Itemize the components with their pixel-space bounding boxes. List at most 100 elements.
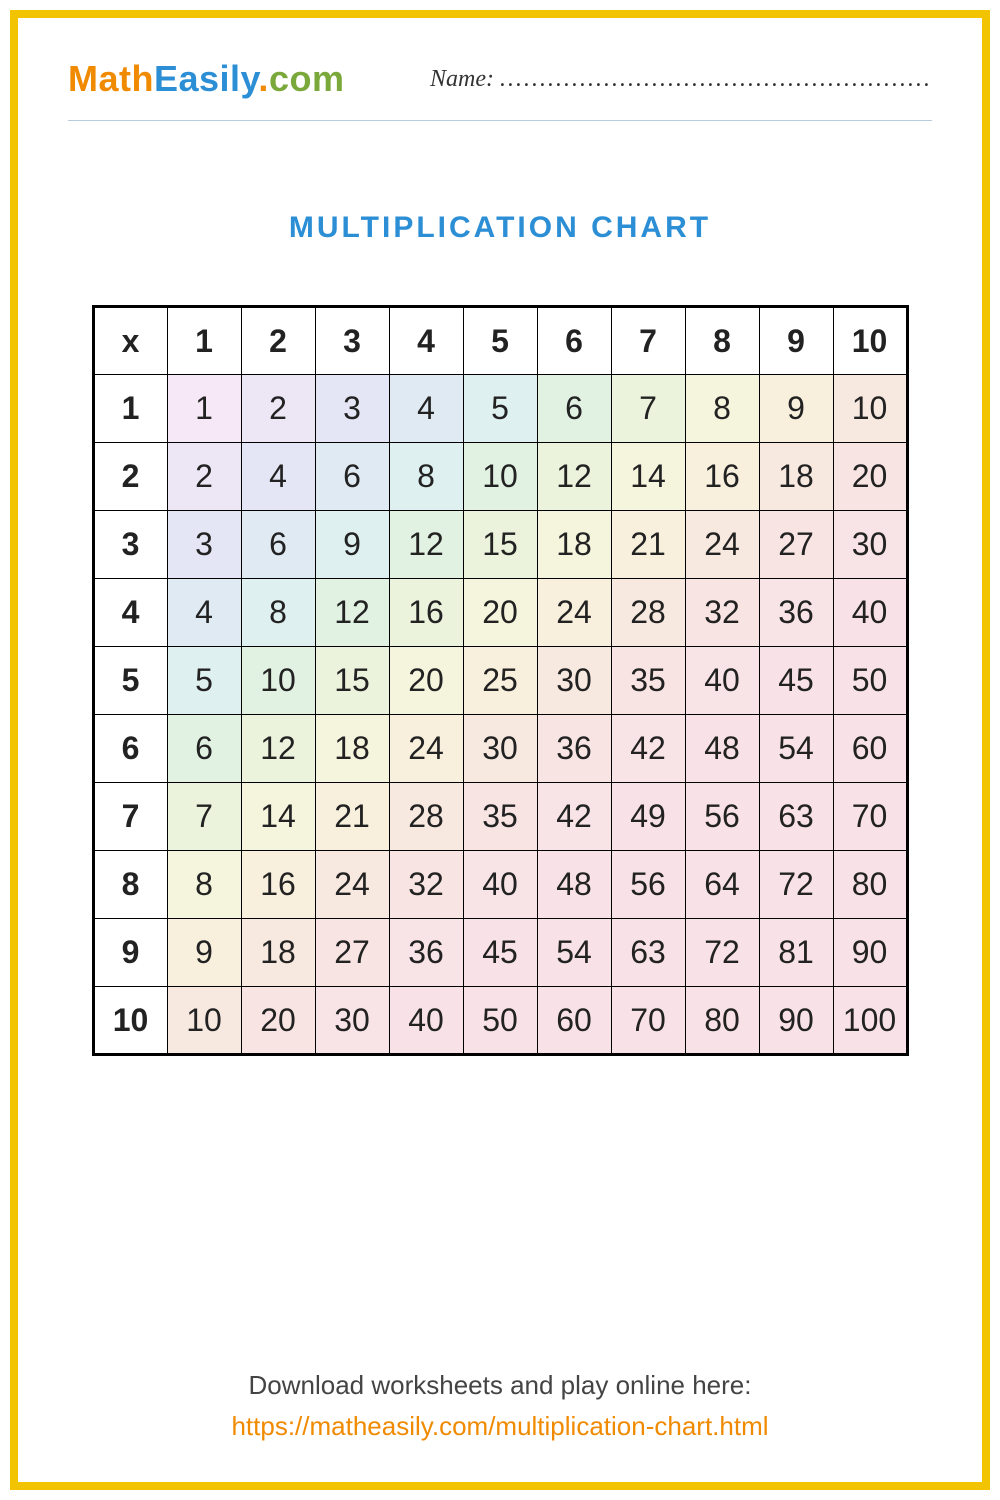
table-cell: 16 xyxy=(241,851,315,919)
multiplication-table: x123456789101123456789102246810121416182… xyxy=(92,305,909,1056)
col-header: 2 xyxy=(241,307,315,375)
table-cell: 12 xyxy=(241,715,315,783)
table-cell: 8 xyxy=(685,375,759,443)
footer-text: Download worksheets and play online here… xyxy=(68,1370,932,1401)
table-cell: 80 xyxy=(833,851,907,919)
table-cell: 25 xyxy=(463,647,537,715)
table-cell: 20 xyxy=(833,443,907,511)
table-cell: 21 xyxy=(315,783,389,851)
row-header: 5 xyxy=(93,647,167,715)
table-cell: 14 xyxy=(611,443,685,511)
name-field: Name: ..................................… xyxy=(430,66,932,93)
table-cell: 54 xyxy=(759,715,833,783)
table-cell: 64 xyxy=(685,851,759,919)
row-header: 8 xyxy=(93,851,167,919)
col-header: 5 xyxy=(463,307,537,375)
logo-dot: . xyxy=(258,58,269,99)
page-frame: MathEasily.com Name: ...................… xyxy=(10,10,990,1490)
table-cell: 42 xyxy=(537,783,611,851)
row-header: 4 xyxy=(93,579,167,647)
table-cell: 80 xyxy=(685,987,759,1055)
table-cell: 45 xyxy=(759,647,833,715)
name-dots: ........................................… xyxy=(500,66,932,92)
col-header: 1 xyxy=(167,307,241,375)
chart-title: MULTIPLICATION CHART xyxy=(68,211,932,245)
table-cell: 18 xyxy=(537,511,611,579)
table-cell: 27 xyxy=(759,511,833,579)
table-cell: 40 xyxy=(389,987,463,1055)
table-cell: 56 xyxy=(685,783,759,851)
table-cell: 30 xyxy=(463,715,537,783)
table-cell: 28 xyxy=(389,783,463,851)
table-cell: 16 xyxy=(685,443,759,511)
row-header: 10 xyxy=(93,987,167,1055)
table-cell: 12 xyxy=(315,579,389,647)
logo-part-com: com xyxy=(269,58,345,99)
table-cell: 42 xyxy=(611,715,685,783)
table-cell: 18 xyxy=(241,919,315,987)
table-cell: 6 xyxy=(167,715,241,783)
col-header: 3 xyxy=(315,307,389,375)
table-cell: 24 xyxy=(389,715,463,783)
table-cell: 36 xyxy=(537,715,611,783)
col-header: 4 xyxy=(389,307,463,375)
table-cell: 50 xyxy=(463,987,537,1055)
col-header: 10 xyxy=(833,307,907,375)
table-cell: 6 xyxy=(537,375,611,443)
col-header: 8 xyxy=(685,307,759,375)
table-cell: 63 xyxy=(611,919,685,987)
table-cell: 24 xyxy=(685,511,759,579)
table-cell: 27 xyxy=(315,919,389,987)
footer-link[interactable]: https://matheasily.com/multiplication-ch… xyxy=(68,1411,932,1442)
table-cell: 18 xyxy=(315,715,389,783)
table-cell: 72 xyxy=(685,919,759,987)
table-cell: 6 xyxy=(241,511,315,579)
table-cell: 48 xyxy=(685,715,759,783)
table-cell: 40 xyxy=(463,851,537,919)
table-cell: 45 xyxy=(463,919,537,987)
table-cell: 8 xyxy=(241,579,315,647)
table-cell: 8 xyxy=(389,443,463,511)
table-cell: 21 xyxy=(611,511,685,579)
table-cell: 70 xyxy=(611,987,685,1055)
row-header: 3 xyxy=(93,511,167,579)
table-cell: 35 xyxy=(463,783,537,851)
table-cell: 100 xyxy=(833,987,907,1055)
table-cell: 16 xyxy=(389,579,463,647)
table-cell: 6 xyxy=(315,443,389,511)
table-wrap: x123456789101123456789102246810121416182… xyxy=(68,305,932,1056)
table-cell: 10 xyxy=(463,443,537,511)
table-cell: 28 xyxy=(611,579,685,647)
row-header: 6 xyxy=(93,715,167,783)
table-cell: 7 xyxy=(167,783,241,851)
table-cell: 20 xyxy=(463,579,537,647)
footer: Download worksheets and play online here… xyxy=(68,1370,932,1452)
col-header: 9 xyxy=(759,307,833,375)
table-cell: 7 xyxy=(611,375,685,443)
table-cell: 10 xyxy=(241,647,315,715)
table-cell: 70 xyxy=(833,783,907,851)
site-logo: MathEasily.com xyxy=(68,58,344,100)
table-cell: 4 xyxy=(389,375,463,443)
table-cell: 24 xyxy=(315,851,389,919)
table-corner: x xyxy=(93,307,167,375)
table-cell: 40 xyxy=(833,579,907,647)
table-cell: 14 xyxy=(241,783,315,851)
table-cell: 24 xyxy=(537,579,611,647)
table-cell: 10 xyxy=(167,987,241,1055)
table-cell: 5 xyxy=(167,647,241,715)
table-cell: 20 xyxy=(389,647,463,715)
table-cell: 9 xyxy=(167,919,241,987)
row-header: 2 xyxy=(93,443,167,511)
table-cell: 60 xyxy=(537,987,611,1055)
table-cell: 81 xyxy=(759,919,833,987)
table-cell: 48 xyxy=(537,851,611,919)
table-cell: 36 xyxy=(759,579,833,647)
table-cell: 30 xyxy=(537,647,611,715)
table-cell: 5 xyxy=(463,375,537,443)
table-cell: 4 xyxy=(241,443,315,511)
table-cell: 90 xyxy=(759,987,833,1055)
row-header: 7 xyxy=(93,783,167,851)
table-cell: 1 xyxy=(167,375,241,443)
table-cell: 3 xyxy=(315,375,389,443)
